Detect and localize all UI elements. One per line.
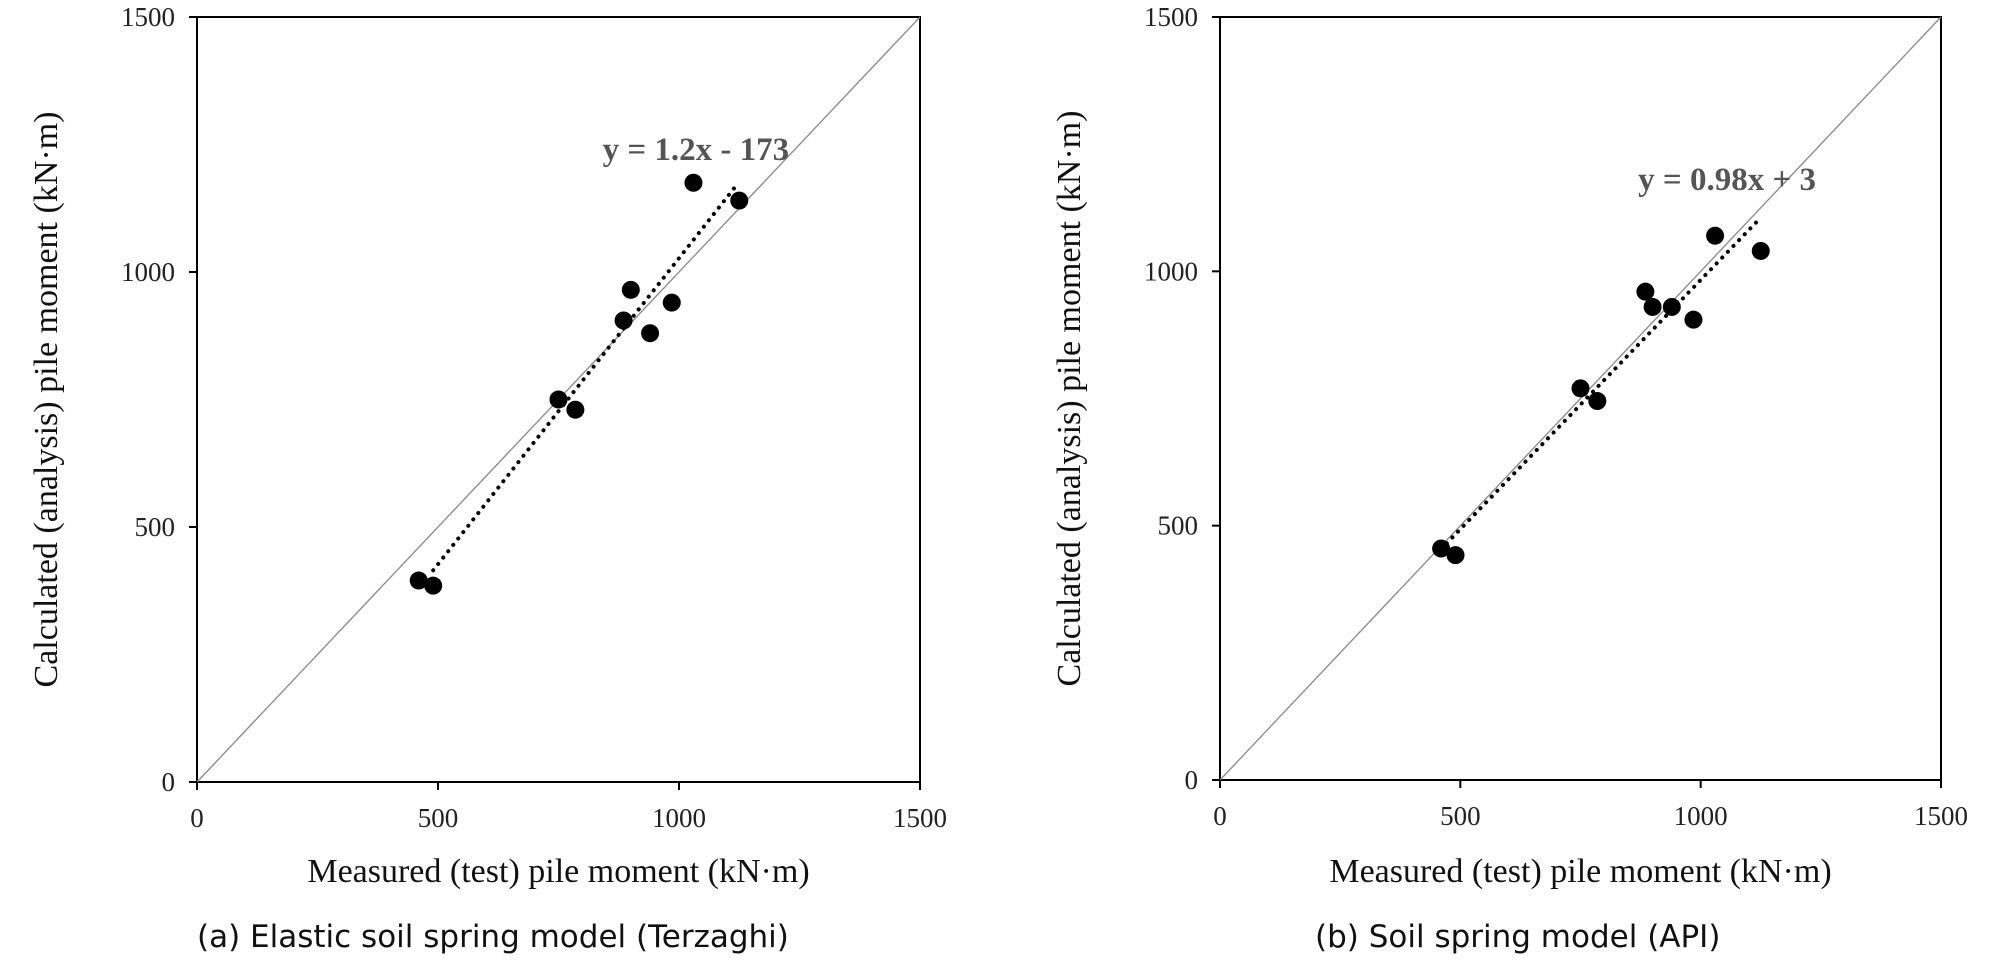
data-point [1751, 241, 1770, 260]
x-tick-label: 1500 [1914, 801, 1968, 831]
y-tick-label: 1500 [121, 2, 175, 32]
y-tick-label: 1000 [121, 257, 175, 287]
x-tick-label: 500 [418, 803, 459, 833]
reference-line [1219, 16, 1942, 781]
x-tick-label: 1500 [893, 803, 947, 833]
data-point [1588, 392, 1607, 411]
plot-area-frame [196, 16, 921, 783]
data-point [662, 293, 681, 312]
x-tick-label: 1000 [652, 803, 706, 833]
y-tick-label: 1000 [1144, 256, 1198, 286]
data-point [409, 571, 428, 590]
y-axis-label: Calculated (analysis) pile moment (kN·m) [1051, 111, 1088, 687]
data-point [566, 400, 585, 419]
y-tick-label: 0 [1185, 765, 1199, 795]
trendline-equation: y = 0.98x + 3 [1638, 162, 1816, 198]
y-tick-label: 0 [162, 767, 176, 797]
data-point [424, 576, 443, 595]
y-tick-label: 500 [135, 512, 176, 542]
y-tick-label: 500 [1158, 511, 1199, 541]
data-point [621, 280, 640, 299]
data-point [549, 390, 568, 409]
chart-b-api-spring: 0 500 1000 1500 0 500 1000 1500 y = 0.98x + 3 Mea… [1051, 2, 1968, 955]
trendline [431, 182, 739, 573]
x-tick-label: 0 [190, 803, 204, 833]
data-point [684, 173, 703, 192]
plot-area-frame [1219, 16, 1942, 781]
x-axis-label: Measured (test) pile moment (kN·m) [307, 853, 809, 890]
data-point [1571, 379, 1590, 398]
y-axis-label: Calculated (analysis) pile moment (kN·m) [28, 112, 65, 688]
data-point [1446, 546, 1465, 565]
x-tick-label: 1000 [1674, 801, 1728, 831]
trendline [1439, 218, 1761, 552]
data-point [1432, 539, 1451, 558]
data-point [641, 324, 660, 343]
data-point [1636, 282, 1655, 301]
data-point [1684, 310, 1703, 329]
data-point [1706, 226, 1725, 245]
x-axis-label: Measured (test) pile moment (kN·m) [1329, 853, 1831, 890]
subfigure-caption: (b) Soil spring model (API) [1315, 919, 1720, 955]
chart-a-elastic-spring: 0 500 1000 1500 0 500 1000 1500 y = 1.2x - 173 Me… [28, 2, 947, 955]
data-point [730, 191, 749, 210]
trendline-equation: y = 1.2x - 173 [603, 132, 790, 168]
y-tick-label: 1500 [1144, 2, 1198, 32]
data-point [1643, 297, 1662, 316]
subfigure-caption: (a) Elastic soil spring model (Terzaghi) [197, 919, 789, 955]
data-point [1662, 297, 1681, 316]
x-tick-label: 0 [1213, 801, 1227, 831]
data-point [614, 311, 633, 330]
x-tick-label: 500 [1440, 801, 1481, 831]
